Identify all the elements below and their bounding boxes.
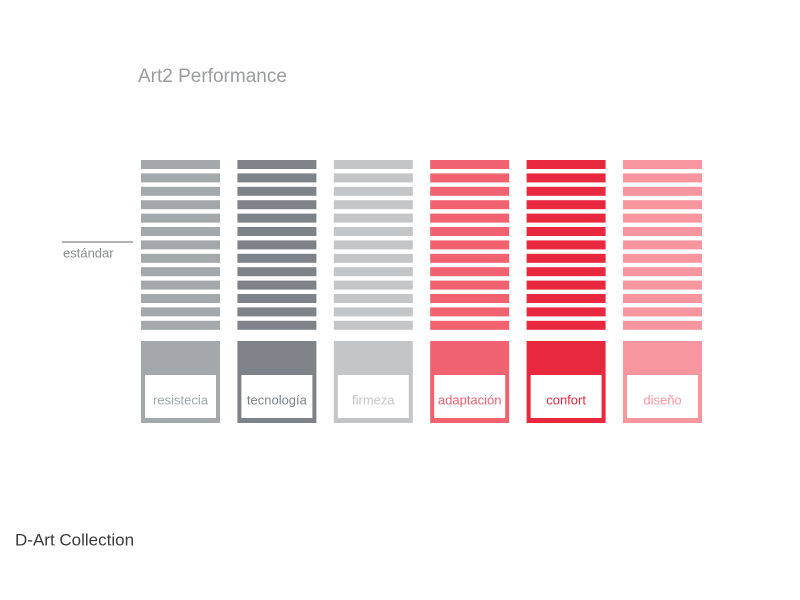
stripe [141,213,220,223]
stripe [141,320,220,330]
stripe [526,186,606,196]
stripe [430,213,510,223]
stripe [430,280,510,290]
stripe [141,253,220,263]
stripe [526,200,606,210]
stripe [333,160,413,169]
column-label: firmeza [352,392,395,407]
stripe [141,267,220,277]
stripe [430,186,510,196]
stripe [526,294,606,303]
stripe [141,186,220,196]
stripe [237,253,317,263]
column-label: adaptación [438,392,502,407]
column-label: diseño [643,392,681,407]
stripe [623,173,702,183]
stripe [526,227,606,236]
stripe [430,160,510,169]
stripe [141,200,220,210]
label-inner [434,375,506,418]
stripe [141,307,220,317]
stripe [526,280,606,290]
stripe [237,186,317,196]
stripe [623,240,702,250]
stripe [526,307,606,317]
stripe [237,294,317,303]
stripe [430,307,510,317]
stripe [237,200,317,210]
stripe [526,320,606,330]
stripe [141,160,220,169]
stripe [333,213,413,223]
title: Art2 Performance [138,66,287,87]
stripe [526,253,606,263]
stripe [526,240,606,250]
stripe [237,307,317,317]
stripe [623,267,702,277]
stripe [333,294,413,303]
stripe [623,253,702,263]
stripe [526,213,606,223]
stripe [333,307,413,317]
column-label: confort [546,392,586,407]
stripe [333,240,413,250]
stripe [430,320,510,330]
stripe [430,173,510,183]
stripe [333,200,413,210]
stripe [333,173,413,183]
label-inner [145,375,216,418]
stripe [623,320,702,330]
stripe [237,240,317,250]
stripe [430,253,510,263]
stripe [237,320,317,330]
stripe [623,200,702,210]
stripe [526,173,606,183]
stripe [623,294,702,303]
label-inner [241,375,313,418]
stripe [430,240,510,250]
column-label: tecnología [247,392,308,407]
stripe [333,320,413,330]
stripe [333,227,413,236]
stripe [333,267,413,277]
stripe [333,253,413,263]
label-inner [530,375,602,418]
stripe [333,186,413,196]
stripe [623,307,702,317]
stripe [526,267,606,277]
label-inner [337,375,409,418]
stripe [623,160,702,169]
stripe [623,213,702,223]
stripe [141,227,220,236]
stripe [237,213,317,223]
column-label: resistecia [153,392,209,407]
stripe [237,227,317,236]
stripe [623,227,702,236]
stripe [623,280,702,290]
stripe [141,173,220,183]
stripe [430,200,510,210]
stripe [430,294,510,303]
stripe [430,227,510,236]
stripe [333,280,413,290]
label-inner [627,375,698,418]
stripe [623,186,702,196]
stripe [141,294,220,303]
stripe [237,280,317,290]
stripe [141,280,220,290]
stripe [141,240,220,250]
marker-label: estándar [63,245,114,260]
stripe [430,267,510,277]
footer: D-Art Collection [15,530,134,549]
stripe [237,267,317,277]
stripe [526,160,606,169]
stripe [237,160,317,169]
stripe [237,173,317,183]
